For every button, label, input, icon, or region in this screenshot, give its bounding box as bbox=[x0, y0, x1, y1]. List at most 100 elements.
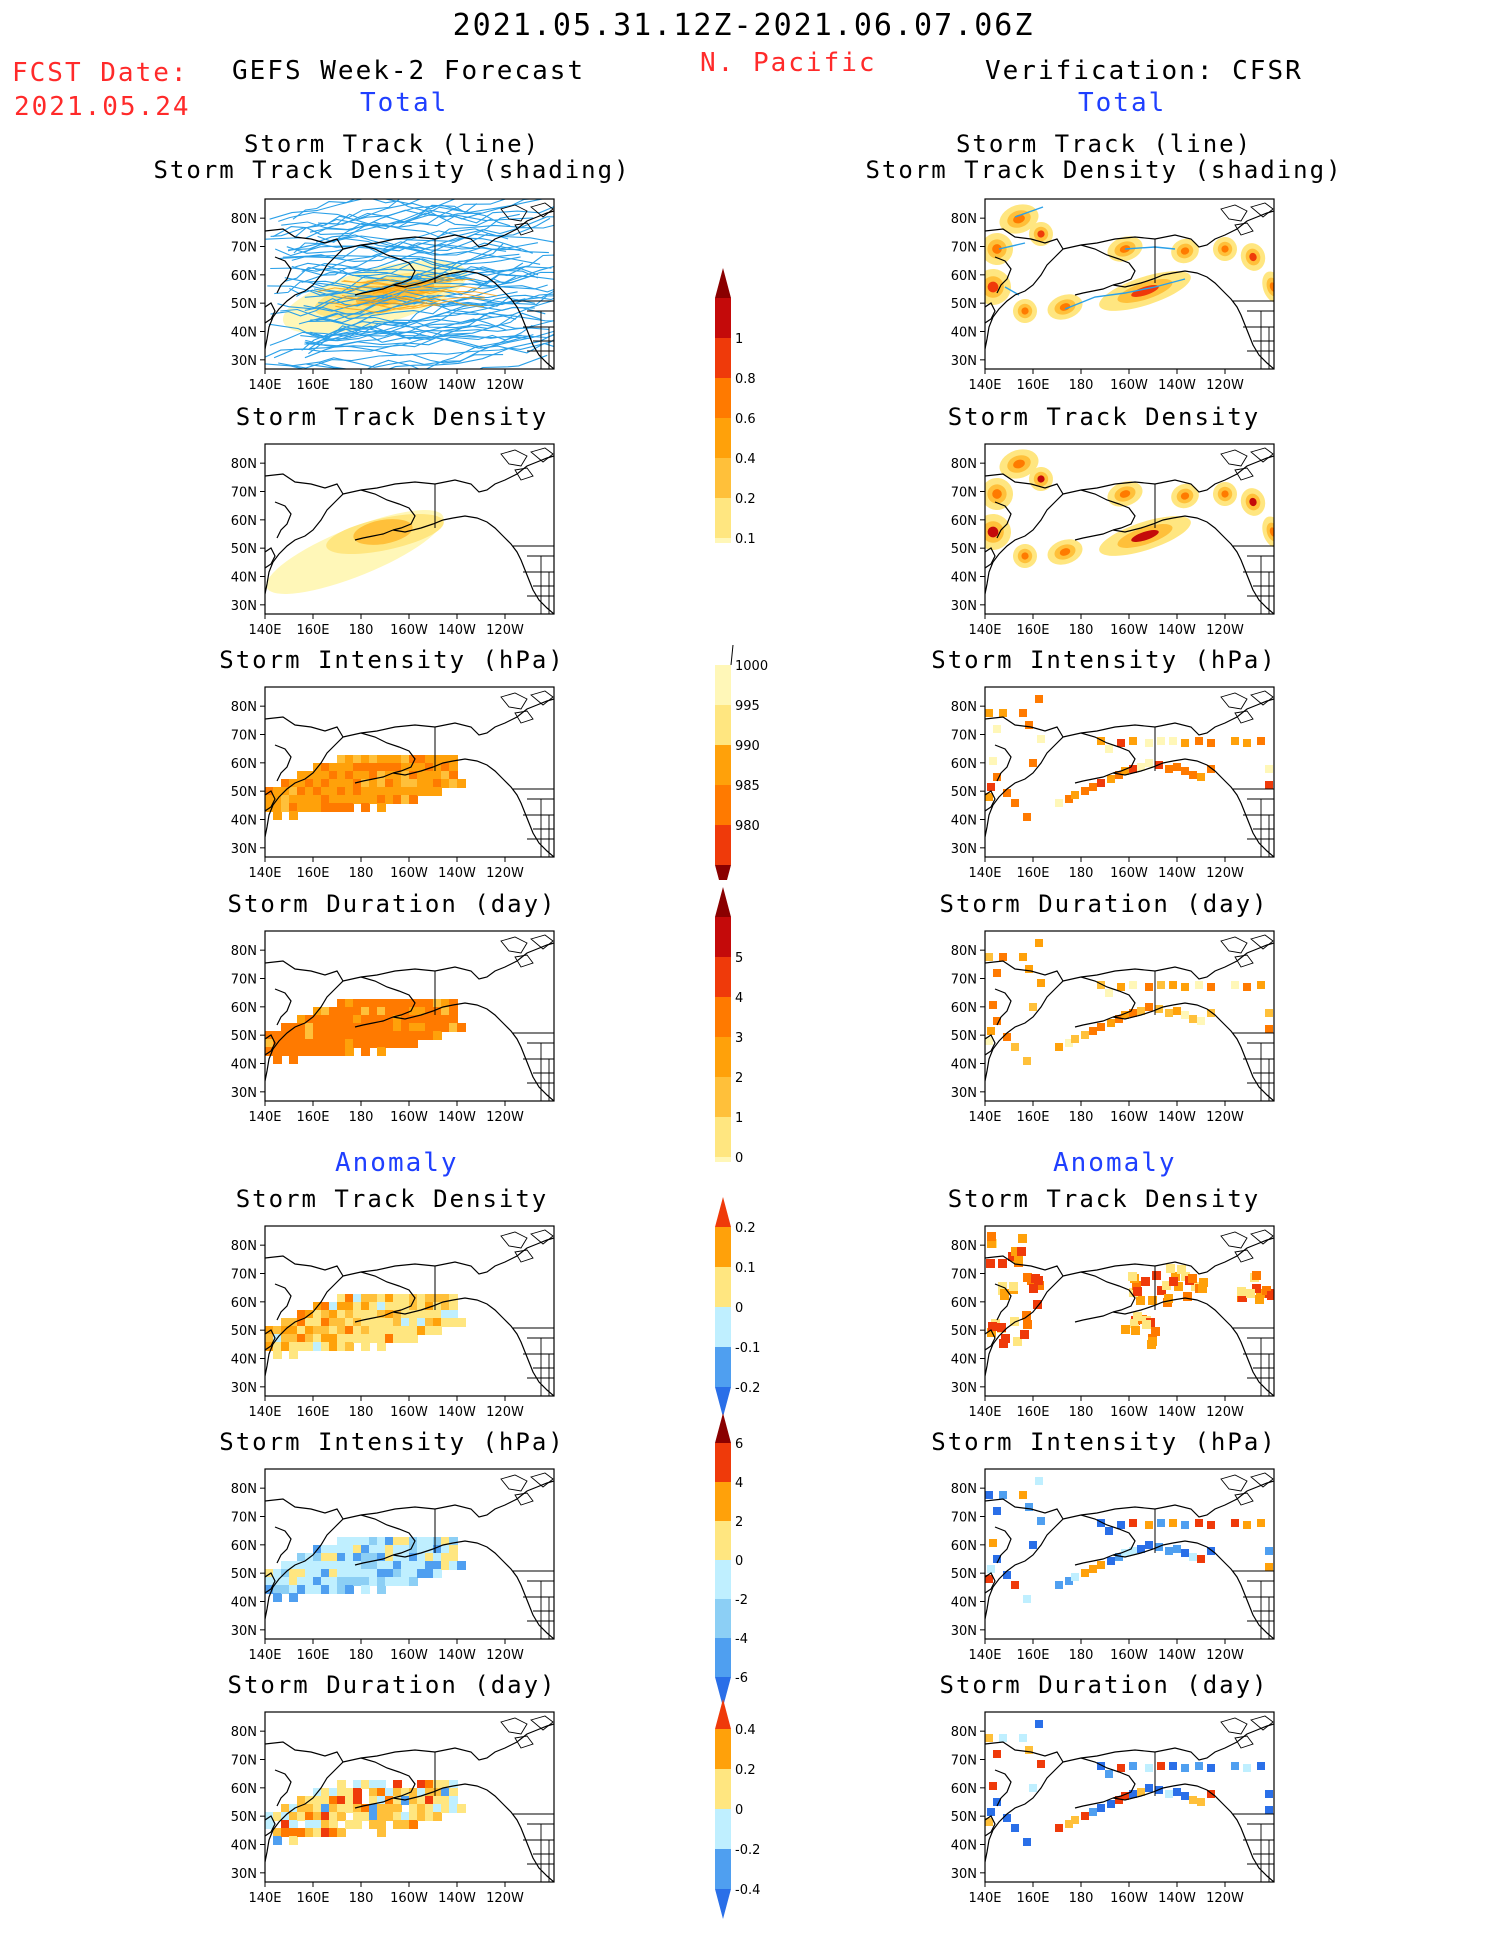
grid-cell bbox=[433, 1812, 442, 1821]
grid-cell bbox=[305, 1039, 314, 1048]
grid-cell bbox=[1197, 1798, 1205, 1806]
grid-cell bbox=[1128, 1272, 1137, 1281]
grid-cell bbox=[1265, 1547, 1273, 1555]
grid-cell bbox=[417, 1023, 426, 1032]
grid-cell bbox=[345, 779, 354, 788]
density-contour bbox=[987, 281, 999, 293]
grid-cell bbox=[457, 1023, 466, 1032]
grid-cell bbox=[433, 1031, 442, 1040]
lat-tick-label: 40N bbox=[231, 814, 257, 829]
lon-tick-label: 120W bbox=[486, 866, 524, 881]
grid-cell bbox=[337, 779, 346, 788]
grid-cell bbox=[1131, 1326, 1140, 1335]
grid-cell bbox=[1065, 795, 1073, 803]
colorbar-arrow bbox=[715, 1677, 731, 1707]
lat-tick-label: 60N bbox=[231, 269, 257, 284]
lon-tick-label: 160E bbox=[1016, 623, 1049, 638]
grid-cell bbox=[1129, 737, 1137, 745]
grid-cell bbox=[425, 1561, 434, 1570]
grid-cell bbox=[457, 1318, 466, 1327]
grid-cell bbox=[369, 1326, 378, 1335]
grid-cell bbox=[369, 1545, 378, 1554]
grid-cell bbox=[441, 1788, 450, 1797]
grid-cell bbox=[281, 1031, 290, 1040]
grid-cell bbox=[417, 1796, 426, 1805]
grid-cell bbox=[425, 1812, 434, 1821]
grid-cell bbox=[1157, 981, 1165, 989]
duration-panel-title: Storm Duration (day) bbox=[939, 890, 1269, 918]
grid-cell bbox=[1189, 1796, 1197, 1804]
grid-cell bbox=[321, 795, 330, 804]
lat-tick-label: 30N bbox=[231, 1381, 257, 1396]
grid-cell bbox=[1169, 1762, 1177, 1770]
grid-cell bbox=[329, 1326, 338, 1335]
lat-tick-label: 50N bbox=[231, 1029, 257, 1044]
grid-cell bbox=[1003, 789, 1011, 797]
grid-cell bbox=[433, 999, 442, 1008]
duration-panel-title: Storm Duration (day) bbox=[227, 890, 557, 918]
grid-cell bbox=[361, 1310, 370, 1319]
lat-tick-label: 30N bbox=[951, 1867, 977, 1882]
lon-tick-label: 160W bbox=[1110, 1110, 1148, 1125]
grid-cell bbox=[329, 1302, 338, 1311]
grid-cell bbox=[433, 1537, 442, 1546]
grid-cell bbox=[393, 1310, 402, 1319]
grid-cell bbox=[321, 1326, 330, 1335]
lon-tick-label: 180 bbox=[1069, 1648, 1094, 1663]
colorbar-segment bbox=[715, 1638, 731, 1677]
grid-cell bbox=[1121, 1549, 1129, 1557]
colorbar-arrow bbox=[715, 887, 731, 917]
grid-cell bbox=[1097, 1804, 1105, 1812]
lon-tick-label: 160E bbox=[1016, 1891, 1049, 1906]
grid-cell bbox=[1029, 1541, 1037, 1549]
lon-tick-label: 140W bbox=[438, 1405, 476, 1420]
grid-cell bbox=[1189, 1015, 1197, 1023]
lon-tick-label: 140W bbox=[1158, 1110, 1196, 1125]
grid-cell bbox=[417, 755, 426, 764]
grid-cell bbox=[449, 771, 458, 780]
colorbar-label: 0 bbox=[735, 1151, 743, 1162]
lon-tick-label: 120W bbox=[486, 1405, 524, 1420]
grid-cell bbox=[265, 1577, 274, 1586]
grid-cell bbox=[1169, 1519, 1177, 1527]
grid-cell bbox=[409, 787, 418, 796]
grid-cell bbox=[409, 771, 418, 780]
grid-cell bbox=[449, 1780, 458, 1789]
grid-cell bbox=[1181, 767, 1189, 775]
grid-cell bbox=[297, 1577, 306, 1586]
colorbar-segment bbox=[715, 1809, 731, 1849]
forecast-duration-panel: 80N 70N 60N 50N 40N 30N 140E 160E 180 160W 140W 120… bbox=[205, 927, 574, 1161]
grid-cell bbox=[369, 1015, 378, 1024]
grid-cell bbox=[1164, 1294, 1173, 1303]
grid-cell bbox=[1181, 1549, 1189, 1557]
grid-cell bbox=[1025, 721, 1033, 729]
grid-cell bbox=[449, 1545, 458, 1554]
lat-tick-label: 30N bbox=[231, 354, 257, 369]
grid-cell bbox=[393, 1334, 402, 1343]
grid-cell bbox=[281, 1585, 290, 1594]
grid-cell bbox=[401, 1039, 410, 1048]
grid-cell bbox=[417, 779, 426, 788]
grid-cell bbox=[433, 1804, 442, 1813]
grid-cell bbox=[393, 1031, 402, 1040]
grid-cell bbox=[993, 1017, 1001, 1025]
grid-cell bbox=[393, 779, 402, 788]
lon-tick-label: 140E bbox=[968, 1648, 1001, 1663]
grid-cell bbox=[345, 803, 354, 812]
colorbar-label: 5 bbox=[735, 951, 743, 966]
lat-tick-label: 70N bbox=[951, 241, 977, 256]
grid-cell bbox=[1115, 1553, 1123, 1561]
grid-cell bbox=[353, 779, 362, 788]
grid-cell bbox=[345, 1561, 354, 1570]
colorbar-label: 0 bbox=[735, 1301, 743, 1316]
grid-cell bbox=[329, 1788, 338, 1797]
grid-cell bbox=[369, 1796, 378, 1805]
lon-tick-label: 140E bbox=[248, 1405, 281, 1420]
grid-cell bbox=[369, 1820, 378, 1829]
grid-cell bbox=[1031, 1274, 1040, 1283]
grid-cell bbox=[993, 725, 1001, 733]
grid-cell bbox=[385, 1537, 394, 1546]
density-contour bbox=[1037, 230, 1045, 238]
grid-cell bbox=[361, 803, 370, 812]
grid-cell bbox=[409, 1796, 418, 1805]
